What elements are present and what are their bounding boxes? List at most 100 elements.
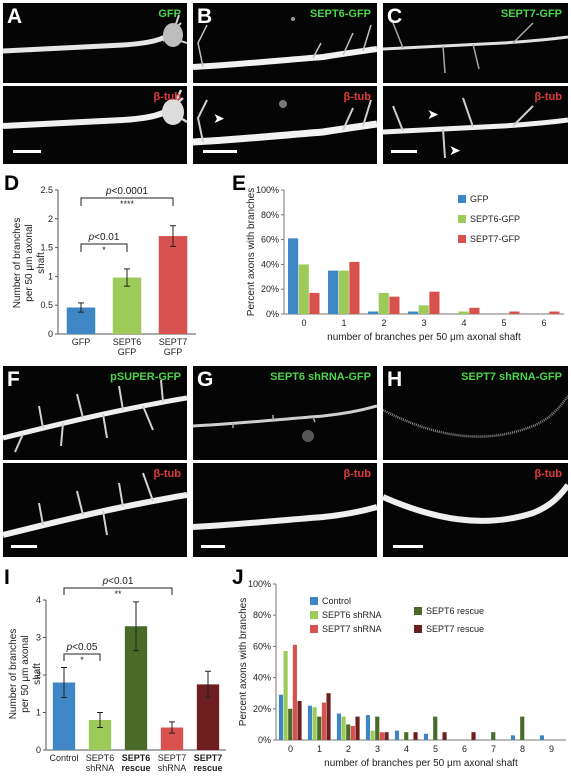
panel-letter-F: F — [7, 368, 20, 391]
legend-label: SEPT6 shRNA — [322, 610, 382, 620]
x-tick-label: GFP — [72, 337, 91, 347]
micrograph-C-top: C SEPT7-GFP — [383, 3, 568, 83]
y-tick-label: 1.5 — [40, 243, 53, 253]
x-tick-label: Control — [49, 753, 78, 763]
legend-swatch — [458, 195, 466, 203]
legend-swatch — [310, 611, 318, 619]
panel-letter-D: D — [4, 172, 20, 195]
bar — [196, 684, 220, 750]
x-tick-label: 7 — [491, 744, 496, 754]
x-tick-label: 0 — [301, 318, 306, 328]
bar-sept6-rescue — [491, 732, 496, 740]
x-tick-label: SEPT7 — [194, 753, 223, 763]
bar-sept6-shrna — [370, 730, 375, 740]
x-tick-label: 2 — [346, 744, 351, 754]
channel-label-F-bottom: β-tub — [153, 468, 181, 480]
bar-sept7-gfp — [509, 311, 520, 314]
bar-gfp — [288, 238, 299, 314]
bar-sept7-gfp — [549, 311, 560, 314]
y-tick-label: 80% — [261, 210, 279, 220]
significance-stars-outer: ** — [114, 589, 122, 599]
legend-label: GFP — [470, 194, 489, 204]
panel-letter-B: B — [197, 5, 213, 28]
significance-stars-outer: **** — [120, 199, 135, 209]
significance-bracket-inner — [80, 243, 128, 252]
y-tick-label: 100% — [248, 579, 271, 589]
y-tick-label: 0 — [36, 745, 41, 755]
bar-sept7-rescue — [384, 732, 389, 740]
micrograph-A-top: A GFP — [3, 3, 187, 83]
legend-swatch — [414, 625, 422, 633]
bar-control — [365, 715, 371, 740]
significance-stars-inner: * — [80, 655, 84, 665]
bar-sept6-shrna — [341, 716, 346, 740]
micrograph-F-bottom: β-tub — [3, 463, 187, 557]
x-tick-label: 4 — [404, 744, 409, 754]
micrograph-H-top: H SEPT7 shRNA-GFP — [383, 366, 568, 460]
legend-label: SEPT6 rescue — [426, 606, 484, 616]
y-axis-title-line-1: per 50 μm axonal — [20, 635, 31, 712]
y-tick-label: 2.5 — [40, 185, 53, 195]
x-tick-label: 1 — [341, 318, 346, 328]
micrograph-A-bottom: β-tub — [3, 86, 187, 164]
legend-label: Control — [322, 596, 351, 606]
x-tick-label: 3 — [375, 744, 380, 754]
p-value-inner: p<0.01 — [88, 232, 120, 243]
bar-sept7-gfp — [349, 261, 360, 314]
y-axis-title: Percent axons with branches — [238, 598, 249, 726]
x-tick-label: GFP — [118, 347, 137, 357]
bar — [124, 626, 148, 750]
bar-sept7-shrna — [379, 732, 384, 740]
scale-bar-B — [203, 150, 237, 153]
panel-letter-H: H — [387, 368, 403, 391]
channel-label-B-top: SEPT6-GFP — [309, 8, 371, 20]
chart-E: E 0% 20% 40% 60% 80% 100% 0 1 2 3 4 5 6 number of bra… — [228, 168, 571, 348]
bar-sept6-rescue — [520, 716, 525, 740]
bar-sept7-shrna — [350, 725, 355, 740]
x-tick-label: 1 — [317, 744, 322, 754]
x-tick-label: 3 — [421, 318, 426, 328]
bar-sept7-shrna — [321, 702, 326, 740]
legend-swatch — [310, 625, 318, 633]
y-tick-label: 100% — [256, 185, 279, 195]
legend-label: SEPT6-GFP — [470, 214, 520, 224]
bar-sept7-rescue — [297, 701, 302, 740]
x-tick-label: 6 — [462, 744, 467, 754]
bar-gfp — [408, 311, 419, 314]
y-tick-label: 60% — [261, 235, 279, 245]
y-axis-title-line-0: Number of branches — [8, 629, 19, 720]
y-tick-label: 1 — [36, 708, 41, 718]
arrowhead-C-lower: ➤ — [449, 142, 461, 158]
y-tick-label: 0 — [48, 329, 53, 339]
significance-bracket-outer — [63, 587, 173, 595]
bar — [160, 727, 184, 750]
bar-sept7-rescue — [413, 732, 418, 740]
p-value-inner: p<0.05 — [66, 642, 98, 653]
y-axis-title-line-1: per 50 μm axonal — [24, 224, 35, 301]
panel-letter-E: E — [232, 172, 247, 195]
bar-sept7-shrna — [292, 644, 297, 740]
x-tick-label: 0 — [288, 744, 293, 754]
chart-D: D 0 0.5 1 1.5 2 2.5 GFP SEPT6 GFP SEPT7 GFP Number … — [0, 168, 200, 368]
y-tick-label: 20% — [253, 704, 271, 714]
x-tick-label: SEPT6 — [113, 337, 142, 347]
panel-letter-C: C — [387, 5, 403, 28]
bar-sept7-gfp — [389, 296, 400, 314]
y-tick-label: 40% — [253, 673, 271, 683]
micrograph-F-top: F pSUPER-GFP — [3, 366, 187, 460]
x-tick-label: GFP — [164, 347, 183, 357]
y-tick-label: 40% — [261, 259, 279, 269]
bar — [112, 277, 142, 334]
y-axis-title-line-2: shaft — [36, 252, 47, 274]
x-tick-label: 4 — [461, 318, 466, 328]
bar-sept7-gfp — [469, 307, 480, 314]
significance-bracket-inner — [63, 653, 101, 661]
x-axis-title: number of branches per 50 μm axonal shaf… — [324, 758, 518, 769]
bar-sept6-shrna — [283, 651, 288, 740]
y-tick-label: 1 — [48, 271, 53, 281]
y-axis-title-line-2: shaft — [32, 663, 43, 685]
x-tick-label: 5 — [433, 744, 438, 754]
bar-control — [423, 733, 429, 740]
x-tick-label: SEPT6 — [122, 753, 151, 763]
x-tick-label: shRNA — [158, 763, 187, 773]
